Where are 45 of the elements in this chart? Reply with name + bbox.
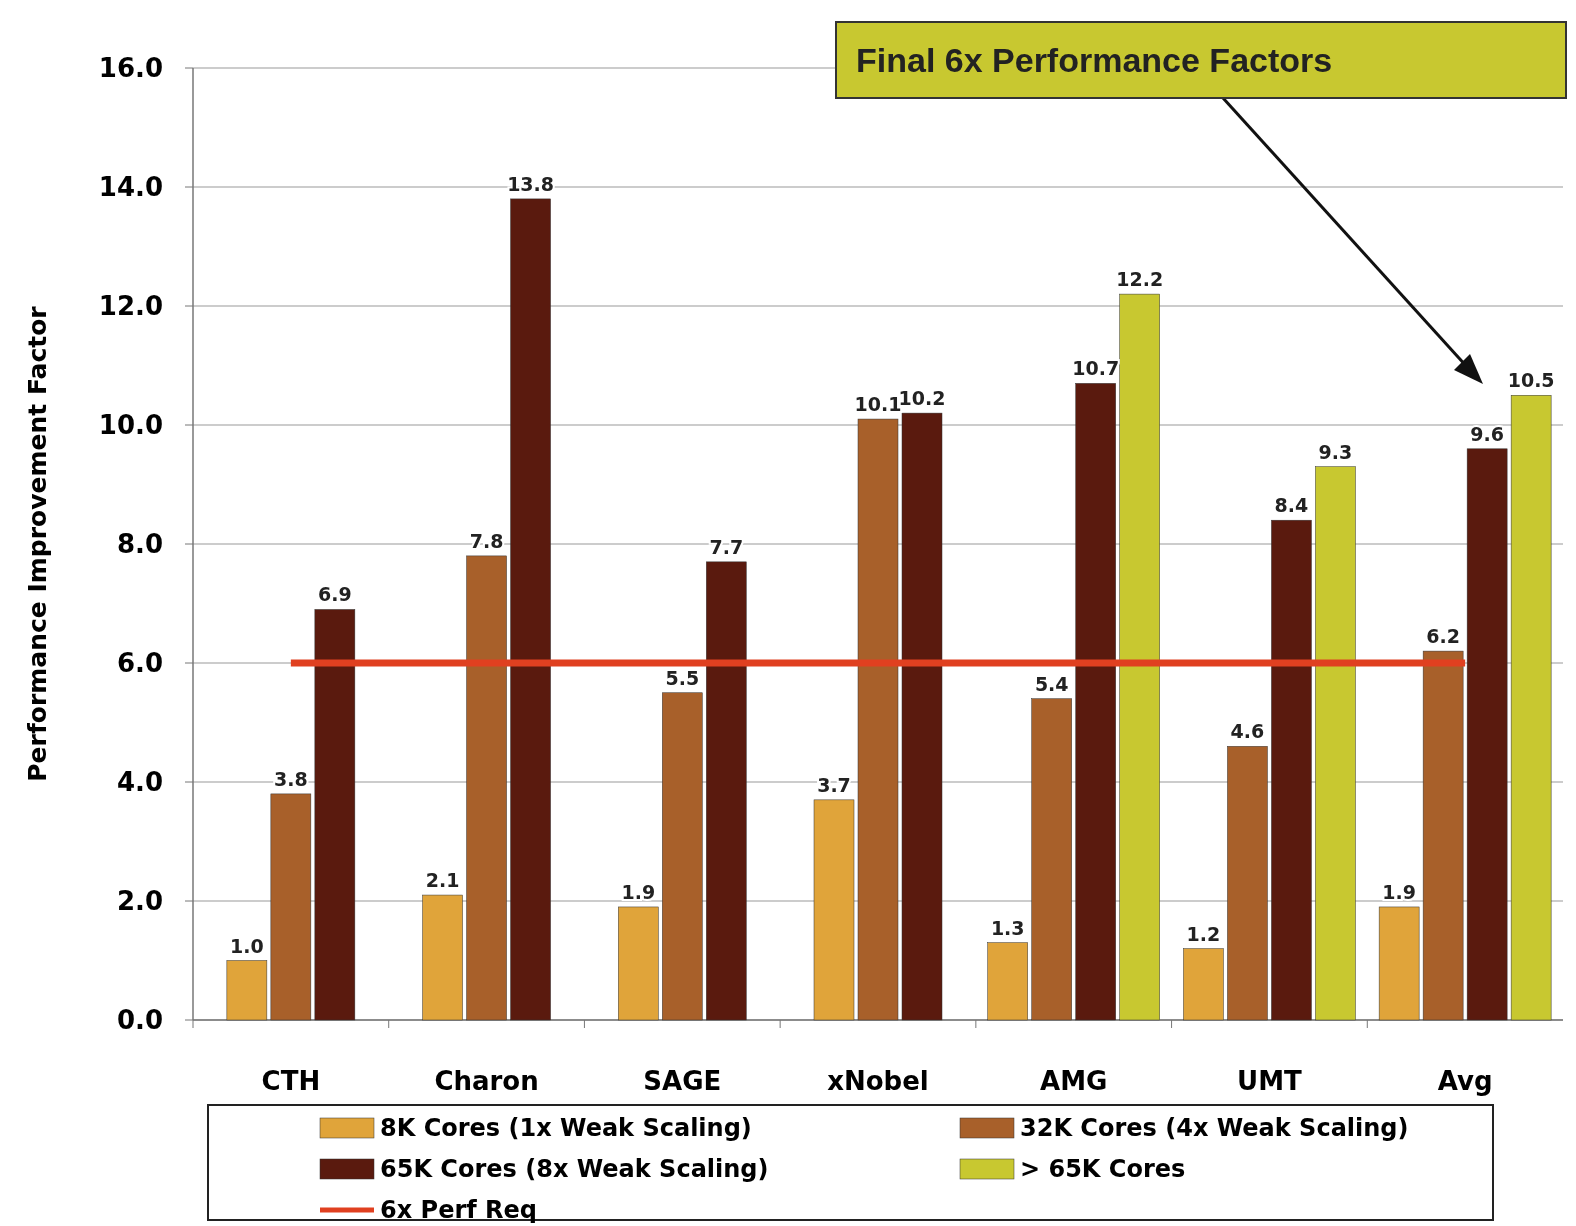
y-tick-label: 12.0	[98, 291, 163, 322]
legend-label: 6x Perf Req	[380, 1196, 537, 1225]
x-tick-label: xNobel	[827, 1066, 929, 1096]
x-tick-label: SAGE	[643, 1066, 722, 1096]
data-label: 1.9	[621, 880, 656, 903]
x-tick-label: Avg	[1437, 1066, 1493, 1096]
x-tick-label: UMT	[1237, 1066, 1303, 1096]
data-label: 1.9	[1382, 880, 1416, 903]
y-tick-label: 2.0	[116, 886, 163, 917]
data-label: 1.3	[990, 916, 1025, 939]
data-label: 10.7	[1072, 357, 1120, 380]
data-label: 5.4	[1034, 672, 1069, 695]
y-tick-label: 6.0	[116, 648, 163, 679]
legend-label: 8K Cores (1x Weak Scaling)	[380, 1114, 752, 1143]
y-tick-label: 4.0	[116, 767, 163, 798]
data-label: 1.2	[1186, 922, 1221, 945]
data-label: 6.9	[318, 583, 352, 606]
y-tick-label: 8.0	[116, 529, 163, 560]
legend-label: > 65K Cores	[1020, 1155, 1186, 1184]
y-tick-label: 10.0	[98, 410, 163, 441]
data-label: 7.7	[709, 535, 744, 558]
data-label: 1.0	[230, 934, 264, 957]
y-axis-title: Performance Improvement Factor	[23, 305, 52, 782]
data-label: 7.8	[469, 529, 504, 552]
y-tick-label: 16.0	[98, 53, 163, 84]
data-label: 9.3	[1318, 440, 1353, 463]
x-tick-label: Charon	[434, 1066, 539, 1096]
data-label: 3.7	[817, 773, 851, 796]
data-label: 12.2	[1116, 268, 1164, 291]
y-tick-label: 14.0	[98, 172, 163, 203]
data-label: 5.5	[665, 666, 700, 689]
data-label: 9.6	[1470, 422, 1504, 445]
data-label: 10.5	[1507, 369, 1555, 392]
legend-label: 32K Cores (4x Weak Scaling)	[1020, 1114, 1409, 1143]
y-tick-label: 0.0	[116, 1005, 163, 1036]
data-label: 2.1	[425, 869, 460, 892]
data-label: 4.6	[1230, 720, 1265, 743]
x-tick-label: AMG	[1040, 1066, 1108, 1096]
data-label: 6.2	[1426, 625, 1460, 648]
data-label: 13.8	[507, 172, 555, 195]
legend-label: 65K Cores (8x Weak Scaling)	[380, 1155, 769, 1184]
data-label: 3.8	[274, 767, 308, 790]
annotation: Final 6x Performance Factors	[856, 40, 1333, 79]
data-label: 8.4	[1274, 494, 1309, 517]
x-tick-label: CTH	[261, 1066, 321, 1096]
